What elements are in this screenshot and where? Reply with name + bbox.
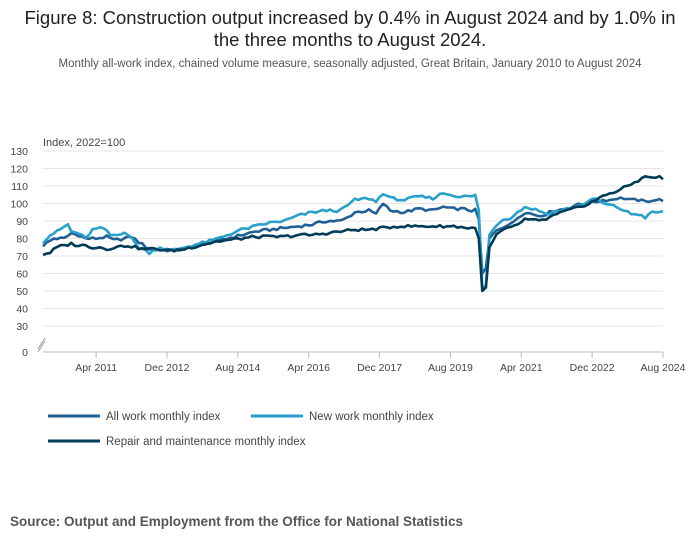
- y-tick-label: 60: [16, 269, 28, 281]
- y-tick-label: 100: [10, 199, 28, 211]
- x-tick-label: Aug 2014: [215, 362, 260, 374]
- y-tick-label: 70: [16, 251, 28, 263]
- legend[interactable]: All work monthly index New work monthly i…: [48, 411, 434, 448]
- series-line-3: [42, 174, 664, 293]
- y-tick-label: 130: [10, 146, 28, 158]
- axis-break-mark: [37, 337, 46, 353]
- source-note: Source: Output and Employment from the O…: [10, 514, 464, 529]
- y-tick-label: 110: [11, 181, 28, 193]
- legend-label-3: Repair and maintenance monthly index: [106, 436, 306, 448]
- y-tick-label: 50: [16, 286, 28, 298]
- x-tick-label: Dec 2017: [357, 362, 402, 374]
- x-tick-label: Dec 2022: [570, 362, 615, 374]
- series-lines: [42, 174, 664, 293]
- y-tick-label: 120: [10, 164, 28, 176]
- y-tick-label: 80: [16, 234, 28, 246]
- x-tick-label: Aug 2024: [641, 362, 686, 374]
- y-tick-label: 30: [16, 321, 28, 333]
- x-tick-label: Apr 2021: [500, 362, 543, 374]
- y-axis: 0 30 40 50 60 70 80 90 100 110 120 130: [10, 146, 46, 359]
- legend-label-1: All work monthly index: [106, 411, 221, 423]
- x-tick-label: Apr 2011: [75, 362, 117, 374]
- legend-label-2: New work monthly index: [309, 411, 434, 423]
- y-tick-label: 0: [22, 347, 28, 359]
- legend-item-2[interactable]: New work monthly index: [251, 411, 434, 423]
- y-axis-label: Index, 2022=100: [43, 137, 125, 149]
- gridlines: [43, 150, 663, 327]
- line-chart: 0 30 40 50 60 70 80 90 100 110 120 130 Apr 2011 Dec …: [10, 137, 686, 448]
- y-tick-label: 90: [16, 216, 28, 228]
- x-axis: Apr 2011 Dec 2012 Aug 2014 Apr 2016 Dec 2017…: [43, 351, 686, 374]
- chart-title: Figure 8: Construction output increased …: [24, 7, 676, 50]
- legend-item-1[interactable]: All work monthly index: [48, 411, 221, 423]
- chart-subtitle: Monthly all-work index, chained volume m…: [58, 58, 642, 70]
- legend-item-3[interactable]: Repair and maintenance monthly index: [48, 436, 306, 448]
- y-tick-label: 40: [16, 304, 28, 316]
- x-tick-label: Aug 2019: [428, 362, 473, 374]
- x-tick-label: Apr 2016: [287, 362, 330, 374]
- x-tick-label: Dec 2012: [145, 362, 190, 374]
